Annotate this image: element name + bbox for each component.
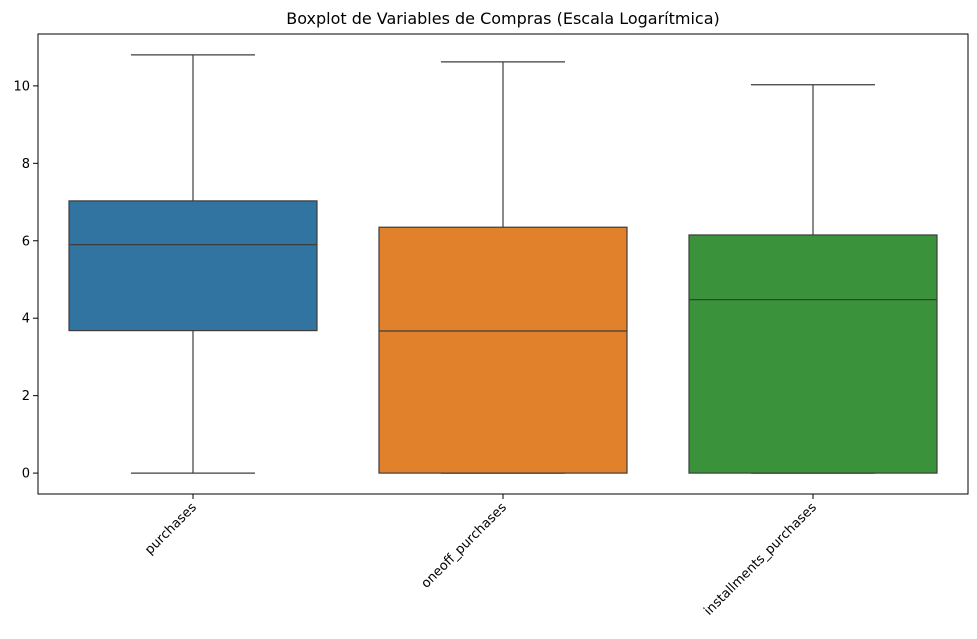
plot-area [68, 54, 938, 474]
x-tick-label-oneoff_purchases: oneoff_purchases [419, 500, 510, 591]
box-installments_purchases [688, 234, 938, 474]
y-tick-label: 0 [22, 467, 30, 482]
box-group-oneoff_purchases [378, 61, 628, 474]
y-tick-label: 8 [22, 157, 30, 172]
chart-title: Boxplot de Variables de Compras (Escala … [286, 9, 720, 28]
y-tick-label: 6 [22, 234, 30, 249]
y-tick-label: 2 [22, 389, 30, 404]
x-tick-label-purchases: purchases [142, 500, 200, 558]
y-tick-label: 4 [22, 312, 30, 327]
box-purchases [68, 200, 318, 332]
box-group-purchases [68, 54, 318, 474]
box-group-installments_purchases [688, 84, 938, 474]
y-tick-label: 10 [13, 79, 30, 94]
y-axis: 0 2 4 6 8 10 [13, 79, 38, 482]
x-tick-label-installments_purchases: installments_purchases [701, 500, 820, 619]
box-oneoff_purchases [378, 226, 628, 474]
x-axis: purchases oneoff_purchases installments_pu… [142, 494, 820, 619]
